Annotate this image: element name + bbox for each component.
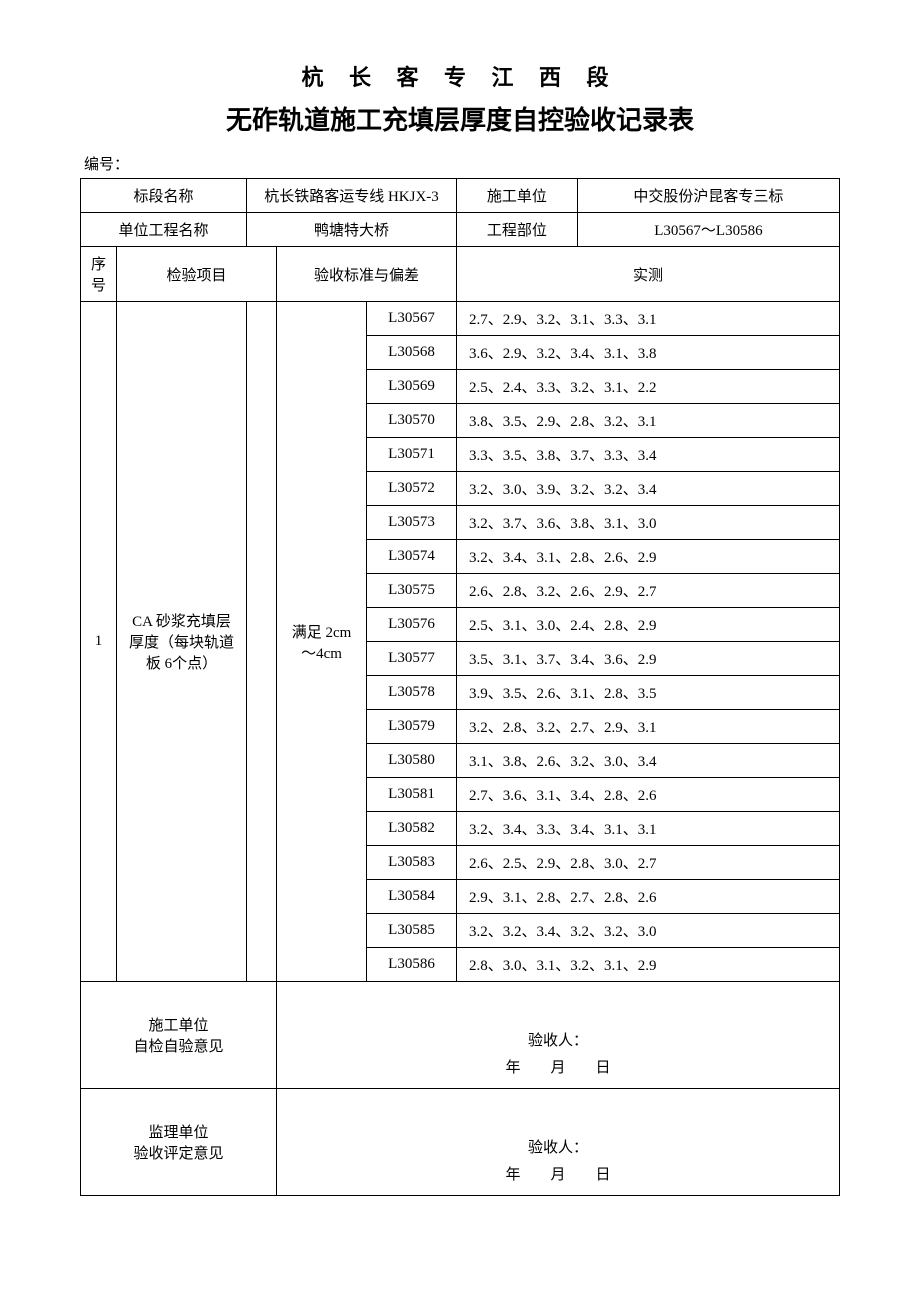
measured-values-cell: 2.6、2.8、3.2、2.6、2.9、2.7	[457, 574, 840, 608]
code-cell: L30575	[367, 574, 457, 608]
code-cell: L30583	[367, 846, 457, 880]
code-cell: L30578	[367, 676, 457, 710]
code-cell: L30580	[367, 744, 457, 778]
title-line-1: 杭 长 客 专 江 西 段	[80, 60, 840, 92]
seq-cell: 1	[81, 302, 117, 982]
code-cell: L30570	[367, 404, 457, 438]
inspector-label-2: 验收人：	[285, 1135, 831, 1162]
table-row: 1CA 砂浆充填层厚度（每块轨道板 6个点）满足 2cm～4cmL305672.…	[81, 302, 840, 336]
table-column-headers: 序号 检验项目 验收标准与偏差 实测	[81, 247, 840, 302]
inspector-label-1: 验收人：	[285, 1028, 831, 1055]
measured-values-cell: 2.5、2.4、3.3、3.2、3.1、2.2	[457, 370, 840, 404]
measured-values-cell: 2.8、3.0、3.1、3.2、3.1、2.9	[457, 948, 840, 982]
section-name-label: 标段名称	[81, 179, 247, 213]
construction-sig-label: 施工单位 自检自验意见	[81, 982, 277, 1089]
code-cell: L30567	[367, 302, 457, 336]
supervision-sig-label-1: 监理单位	[89, 1121, 268, 1142]
date-label-2: 年 月 日	[285, 1162, 831, 1189]
code-cell: L30569	[367, 370, 457, 404]
code-cell: L30572	[367, 472, 457, 506]
code-cell: L30576	[367, 608, 457, 642]
code-cell: L30586	[367, 948, 457, 982]
measured-values-cell: 3.2、3.2、3.4、3.2、3.2、3.0	[457, 914, 840, 948]
code-cell: L30584	[367, 880, 457, 914]
construction-unit-label: 施工单位	[457, 179, 578, 213]
project-part-label: 工程部位	[457, 213, 578, 247]
construction-unit-value: 中交股份沪昆客专三标	[577, 179, 839, 213]
measured-values-cell: 3.6、2.9、3.2、3.4、3.1、3.8	[457, 336, 840, 370]
unit-project-label: 单位工程名称	[81, 213, 247, 247]
measured-values-cell: 2.7、3.6、3.1、3.4、2.8、2.6	[457, 778, 840, 812]
inspection-table: 标段名称 杭长铁路客运专线 HKJX-3 施工单位 中交股份沪昆客专三标 单位工…	[80, 178, 840, 1196]
supervision-sig-label-2: 验收评定意见	[89, 1142, 268, 1163]
code-cell: L30585	[367, 914, 457, 948]
measured-values-cell: 3.2、3.4、3.1、2.8、2.6、2.9	[457, 540, 840, 574]
inspection-item-cell: CA 砂浆充填层厚度（每块轨道板 6个点）	[117, 302, 247, 982]
measured-values-cell: 3.2、3.4、3.3、3.4、3.1、3.1	[457, 812, 840, 846]
construction-sig-label-1: 施工单位	[89, 1014, 268, 1035]
title-line-2: 无砟轨道施工充填层厚度自控验收记录表	[80, 100, 840, 137]
construction-sig-label-2: 自检自验意见	[89, 1035, 268, 1056]
code-cell: L30579	[367, 710, 457, 744]
measured-values-cell: 3.8、3.5、2.9、2.8、3.2、3.1	[457, 404, 840, 438]
unit-project-value: 鸭塘特大桥	[247, 213, 457, 247]
date-label-1: 年 月 日	[285, 1055, 831, 1082]
col-standard-header: 验收标准与偏差	[277, 247, 457, 302]
table-header-row-2: 单位工程名称 鸭塘特大桥 工程部位 L30567～L30586	[81, 213, 840, 247]
code-cell: L30582	[367, 812, 457, 846]
supervision-sig-content: 验收人： 年 月 日	[277, 1089, 840, 1196]
construction-signature-row: 施工单位 自检自验意见 验收人： 年 月 日	[81, 982, 840, 1089]
code-cell: L30574	[367, 540, 457, 574]
measured-values-cell: 3.2、2.8、3.2、2.7、2.9、3.1	[457, 710, 840, 744]
project-part-value: L30567～L30586	[577, 213, 839, 247]
code-cell: L30571	[367, 438, 457, 472]
measured-values-cell: 2.7、2.9、3.2、3.1、3.3、3.1	[457, 302, 840, 336]
col-seq-header: 序号	[81, 247, 117, 302]
measured-values-cell: 2.5、3.1、3.0、2.4、2.8、2.9	[457, 608, 840, 642]
measured-values-cell: 3.3、3.5、3.8、3.7、3.3、3.4	[457, 438, 840, 472]
code-cell: L30581	[367, 778, 457, 812]
table-header-row-1: 标段名称 杭长铁路客运专线 HKJX-3 施工单位 中交股份沪昆客专三标	[81, 179, 840, 213]
section-name-value: 杭长铁路客运专线 HKJX-3	[247, 179, 457, 213]
measured-values-cell: 3.5、3.1、3.7、3.4、3.6、2.9	[457, 642, 840, 676]
measured-values-cell: 3.9、3.5、2.6、3.1、2.8、3.5	[457, 676, 840, 710]
supervision-sig-label: 监理单位 验收评定意见	[81, 1089, 277, 1196]
measured-values-cell: 2.9、3.1、2.8、2.7、2.8、2.6	[457, 880, 840, 914]
col-measured-header: 实测	[457, 247, 840, 302]
code-cell: L30573	[367, 506, 457, 540]
document-number-label: 编号：	[80, 153, 840, 174]
code-cell: L30577	[367, 642, 457, 676]
standard-spacer-cell	[247, 302, 277, 982]
measured-values-cell: 3.1、3.8、2.6、3.2、3.0、3.4	[457, 744, 840, 778]
code-cell: L30568	[367, 336, 457, 370]
measured-values-cell: 3.2、3.7、3.6、3.8、3.1、3.0	[457, 506, 840, 540]
standard-cell: 满足 2cm～4cm	[277, 302, 367, 982]
measured-values-cell: 2.6、2.5、2.9、2.8、3.0、2.7	[457, 846, 840, 880]
measured-values-cell: 3.2、3.0、3.9、3.2、3.2、3.4	[457, 472, 840, 506]
construction-sig-content: 验收人： 年 月 日	[277, 982, 840, 1089]
supervision-signature-row: 监理单位 验收评定意见 验收人： 年 月 日	[81, 1089, 840, 1196]
col-item-header: 检验项目	[117, 247, 277, 302]
